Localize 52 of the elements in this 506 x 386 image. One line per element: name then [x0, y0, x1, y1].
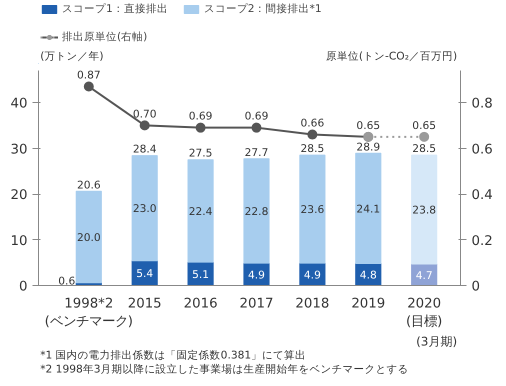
y2-axis-title: 原単位(トン-CO₂／百万円): [326, 50, 458, 62]
data-label: 0.6: [58, 274, 76, 288]
x-tick-label: 2018: [295, 296, 330, 312]
legend-label: スコープ1：直接排出: [62, 2, 168, 16]
data-label: 22.8: [244, 204, 269, 218]
y-tick-label: 30: [10, 142, 28, 158]
total-label: 28.4: [132, 142, 157, 156]
x-tick-label: 2019: [351, 296, 386, 312]
data-label: 4.9: [304, 268, 322, 282]
data-label: 24.1: [356, 202, 380, 216]
data-label: 23.6: [300, 203, 324, 216]
data-label: 0.69: [244, 110, 269, 123]
total-label: 28.5: [412, 142, 436, 156]
data-label: 23.8: [412, 204, 436, 217]
x-tick-label: 2015: [128, 296, 162, 312]
data-label: 0.70: [132, 107, 157, 120]
legend-label: スコープ2：間接排出*1: [204, 2, 322, 16]
data-label: 4.9: [248, 268, 266, 282]
text: *1 国内の電力排出係数は「固定係数0.381」にて算出: [40, 348, 306, 362]
text: *2 1998年3月期以降に設立した事業場は生産開始年をベンチマークとする: [40, 362, 409, 376]
y2-tick-label: 0.4: [472, 188, 493, 204]
data-label: 4.8: [360, 268, 377, 282]
legend-label: 排出原単位(右軸): [62, 30, 148, 44]
data-label: 20.0: [76, 231, 101, 244]
total-label: 27.7: [244, 146, 268, 159]
total-label: 28.9: [356, 140, 380, 154]
y2-tick-label: 0.8: [472, 96, 493, 112]
y2-tick-label: 0.2: [472, 234, 493, 249]
y-tick-label: 0: [19, 280, 28, 294]
data-label: 22.4: [188, 204, 213, 218]
data-label: 0.65: [356, 118, 380, 132]
y-axis-title: (万トン／年): [40, 50, 104, 62]
data-label: 0.66: [300, 116, 324, 130]
y2-tick-label: 0: [472, 280, 480, 294]
x-tick-label: 2016: [184, 296, 218, 312]
data-label: 0.69: [188, 110, 213, 123]
data-label: 23.0: [132, 202, 157, 216]
total-label: 28.5: [300, 142, 324, 156]
y-tick-label: 40: [10, 96, 28, 112]
x-tick-label: 2020 (目標): [406, 296, 442, 330]
data-label: 5.4: [136, 267, 154, 280]
x-axis-title: (3月期): [416, 334, 458, 348]
data-label: 4.7: [416, 268, 433, 282]
x-tick-label: 2017: [240, 296, 274, 312]
data-label: 0.65: [412, 118, 436, 132]
total-label: 27.5: [188, 146, 212, 160]
data-label: 0.87: [76, 68, 101, 82]
y-tick-label: 10: [10, 234, 28, 249]
y-tick-label: 20: [10, 188, 28, 204]
data-label: 5.1: [192, 268, 210, 281]
y2-tick-label: 0.6: [472, 142, 493, 158]
total-label: 20.6: [76, 178, 101, 192]
